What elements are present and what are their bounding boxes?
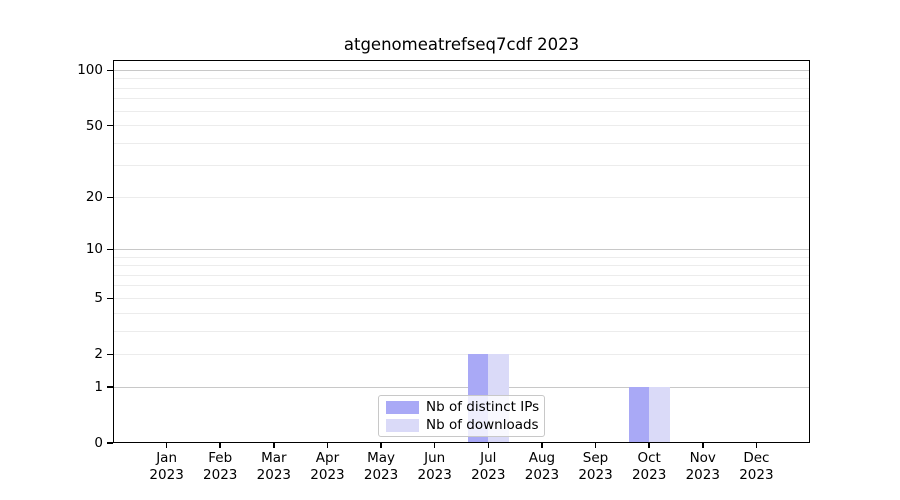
y-gridline-minor: [113, 353, 810, 355]
x-tick-month: Apr: [315, 450, 340, 466]
x-tick-month: Dec: [743, 450, 770, 466]
y-gridline-minor: [113, 330, 810, 332]
legend-label-downloads: Nb of downloads: [426, 416, 539, 433]
x-tick-year: 2023: [631, 467, 667, 483]
x-tick-month: Jul: [480, 450, 497, 466]
y-tick-label: 1: [94, 379, 103, 396]
y-gridline-major: [113, 69, 810, 71]
x-tick: [594, 443, 597, 448]
bar-downloads: [649, 387, 670, 443]
y-tick-label: 20: [85, 189, 103, 206]
y-tick: [107, 386, 113, 388]
y-tick-label: 50: [85, 117, 103, 134]
y-gridline-major: [113, 248, 810, 250]
y-tick-label: 5: [94, 290, 103, 307]
x-tick: [165, 443, 168, 448]
x-tick-label: Jan 2023: [127, 450, 207, 484]
x-tick-month: Oct: [637, 450, 661, 466]
x-tick-month: Jun: [424, 450, 446, 466]
y-gridline-minor: [113, 87, 810, 89]
x-tick-label: Feb 2023: [180, 450, 260, 484]
y-gridline-minor: [113, 165, 810, 167]
x-tick-label: Mar 2023: [234, 450, 314, 484]
bar-distinct-ips: [628, 387, 650, 443]
y-gridline-minor: [113, 274, 810, 276]
x-tick: [702, 443, 704, 448]
x-tick: [648, 443, 650, 448]
y-tick: [107, 442, 113, 444]
y-tick-label: 100: [77, 62, 103, 79]
chart-title: atgenomeatrefseq7cdf 2023: [343, 35, 580, 54]
y-tick: [107, 124, 113, 127]
y-tick: [107, 353, 113, 356]
y-gridline-minor: [113, 125, 810, 127]
x-tick-year: 2023: [417, 467, 452, 483]
x-tick-month: May: [367, 450, 396, 466]
y-gridline-minor: [113, 297, 810, 299]
legend-swatch-distinct-ips: [386, 400, 419, 414]
x-tick-month: Mar: [261, 450, 287, 466]
y-tick: [107, 297, 113, 300]
x-tick-year: 2023: [256, 467, 292, 483]
y-tick: [107, 248, 113, 251]
x-tick-label: Nov 2023: [663, 450, 743, 484]
x-tick-year: 2023: [203, 467, 238, 483]
x-tick-year: 2023: [524, 467, 560, 483]
y-gridline-minor: [113, 142, 810, 144]
y-tick: [107, 69, 113, 72]
y-gridline-minor: [113, 78, 810, 80]
x-tick: [380, 443, 382, 448]
axes-spines: [113, 60, 810, 443]
y-gridline-minor: [113, 312, 810, 314]
plot-area: [113, 60, 810, 443]
y-gridline-minor: [113, 265, 810, 267]
y-gridline-minor: [113, 256, 810, 258]
y-tick: [107, 196, 113, 198]
y-gridline-minor: [113, 110, 810, 112]
x-tick-year: 2023: [310, 467, 345, 483]
y-gridline-minor: [113, 98, 810, 100]
x-tick-label: Apr 2023: [287, 450, 367, 484]
x-tick: [755, 443, 758, 448]
x-tick: [433, 443, 436, 448]
x-tick-year: 2023: [685, 467, 720, 483]
x-tick-month: Jan: [156, 450, 178, 466]
legend-swatch-downloads: [386, 418, 419, 432]
x-tick-month: Aug: [528, 450, 556, 466]
x-tick-month: Nov: [689, 450, 716, 466]
x-tick-month: Feb: [208, 450, 233, 466]
x-tick-label: Jul 2023: [448, 450, 528, 484]
x-tick: [541, 443, 543, 448]
x-tick-year: 2023: [149, 467, 184, 483]
y-tick-label: 2: [94, 346, 103, 363]
x-tick-year: 2023: [363, 467, 399, 483]
legend-entry-downloads: Nb of downloads: [386, 416, 539, 434]
x-tick: [326, 443, 329, 448]
x-tick-label: Dec 2023: [716, 450, 796, 484]
y-gridline-major: [113, 386, 810, 388]
legend: Nb of distinct IPs Nb of downloads: [378, 395, 545, 437]
x-tick-month: Sep: [582, 450, 609, 466]
y-gridline-minor: [113, 285, 810, 287]
x-tick-label: Oct 2023: [609, 450, 689, 484]
y-tick-label: 10: [85, 241, 103, 258]
legend-entry-distinct-ips: Nb of distinct IPs: [386, 398, 540, 416]
x-tick: [487, 443, 490, 448]
x-tick-label: Aug 2023: [502, 450, 582, 484]
x-tick-label: Jun 2023: [395, 450, 475, 484]
x-tick-year: 2023: [739, 467, 774, 483]
x-tick-year: 2023: [471, 467, 506, 483]
x-tick-year: 2023: [578, 467, 613, 483]
x-tick-label: Sep 2023: [556, 450, 636, 484]
x-tick-label: May 2023: [341, 450, 421, 484]
x-tick: [219, 443, 221, 448]
legend-label-distinct-ips: Nb of distinct IPs: [426, 398, 540, 415]
x-tick: [273, 443, 275, 448]
y-gridline-minor: [113, 196, 810, 198]
y-tick-label: 0: [94, 435, 103, 451]
